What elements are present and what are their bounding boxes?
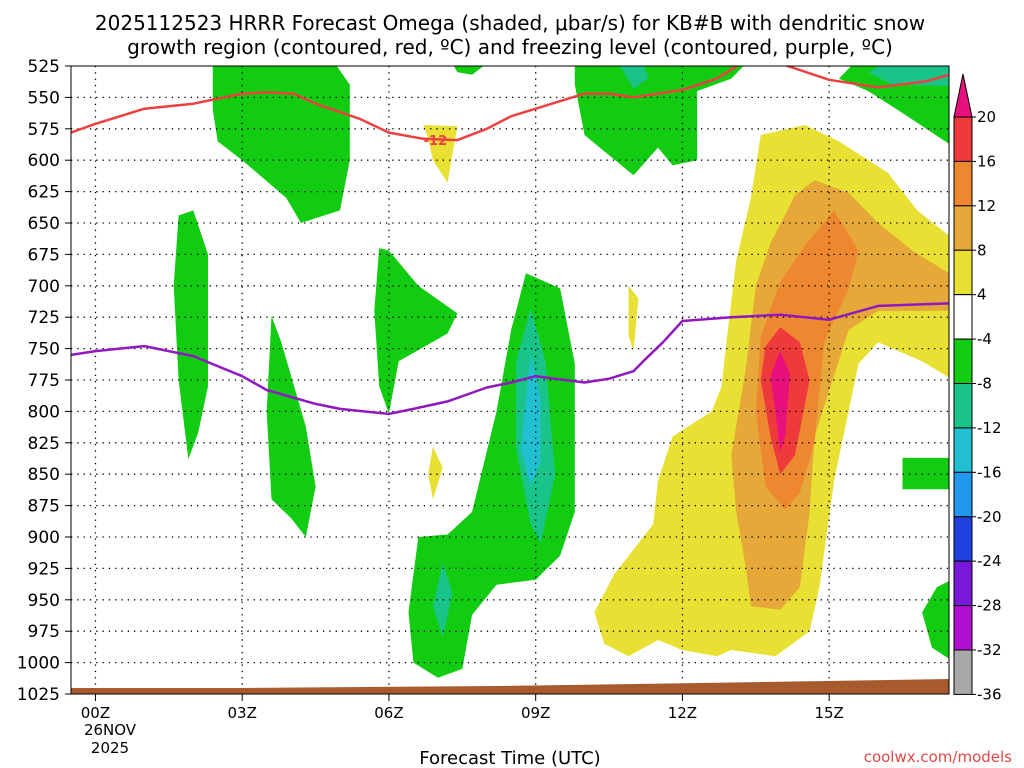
colorbar-bin	[953, 160, 973, 207]
y-tick-label: 875	[28, 497, 60, 517]
omega-region-14	[922, 581, 949, 659]
x-tick-label: 09Z	[521, 704, 550, 722]
y-tick-label: 600	[28, 151, 60, 171]
colorbar-tick-label: 20	[977, 108, 996, 126]
colorbar-bin	[953, 73, 973, 118]
y-axis: 525 550 575 600 625 650 675 700 725 750 775 800 825 8…	[17, 57, 71, 705]
chart-title-line1: 2025112523 HRRR Forecast Omega (shaded, …	[95, 11, 925, 35]
colorbar-bin	[953, 116, 973, 162]
x-tick-label: 15Z	[814, 704, 843, 722]
y-tick-label: 1025	[17, 685, 60, 705]
dgz-contour-line-0	[71, 66, 740, 142]
y-tick-label: 650	[28, 214, 60, 234]
freezing-level-line	[71, 302, 949, 416]
x-axis: 00Z 03Z 06Z 09Z 12Z 15Z	[81, 694, 844, 722]
colorbar-bin	[953, 471, 973, 518]
y-tick-label: 575	[28, 120, 60, 140]
colorbar-bin	[953, 516, 973, 562]
colorbar-tick-label: -12	[977, 419, 1002, 437]
omega-region-22	[770, 351, 790, 452]
omega-region-7	[266, 315, 316, 537]
omega-region-6	[173, 210, 208, 460]
y-tick-label: 525	[28, 57, 60, 77]
y-tick-label: 825	[28, 434, 60, 454]
colorbar-tick-label: -36	[977, 685, 1002, 703]
y-tick-label: 900	[28, 528, 60, 548]
x-date-line2: 2025	[91, 739, 129, 757]
x-tick-label: 06Z	[374, 704, 403, 722]
omega-region-13	[902, 457, 949, 490]
colorbar-bin	[953, 427, 973, 473]
credit-text: coolwx.com/models	[864, 748, 1012, 766]
y-tick-label: 975	[28, 622, 60, 642]
y-tick-label: 1000	[17, 654, 60, 674]
omega-region-17	[428, 446, 443, 500]
colorbar-bin	[953, 383, 973, 429]
x-axis-label: Forecast Time (UTC)	[419, 748, 600, 768]
colorbar-tick-label: -28	[977, 597, 1002, 615]
y-tick-label: 700	[28, 277, 60, 297]
y-tick-label: 850	[28, 465, 60, 485]
colorbar-bin	[953, 294, 973, 340]
colorbar-tick-label: -16	[977, 463, 1002, 481]
colorbar-bin	[953, 605, 973, 651]
colorbar-tick-label: 12	[977, 197, 996, 215]
omega-shading	[173, 66, 949, 678]
chart-title-line2: growth region (contoured, red, ºC) and f…	[127, 35, 893, 59]
colorbar-bin	[953, 649, 973, 695]
omega-region-16	[628, 285, 639, 352]
colorbar-tick-label: 4	[977, 286, 987, 304]
y-tick-label: 625	[28, 183, 60, 203]
y-tick-label: 925	[28, 559, 60, 579]
y-tick-label: 725	[28, 308, 60, 328]
colorbar-tick-label: 16	[977, 152, 996, 170]
plot-area: -12	[71, 66, 949, 694]
omega-region-2	[574, 66, 744, 176]
surface-terrain	[71, 679, 949, 694]
dgz-contour-label: -12	[424, 134, 448, 149]
y-tick-label: 750	[28, 340, 60, 360]
colorbar: 20 16 12 8 4 -4 -8 -12 -16 -20 -24 -28 -32 -36	[953, 73, 1002, 703]
colorbar-bin	[953, 338, 973, 385]
y-tick-label: 950	[28, 591, 60, 611]
omega-region-8	[374, 248, 458, 414]
x-date-line1: 26NOV	[84, 721, 137, 739]
colorbar-tick-label: -32	[977, 641, 1002, 659]
dgz-contour-line-1	[783, 66, 949, 89]
colorbar-tick-label: -4	[977, 330, 992, 348]
x-tick-label: 00Z	[81, 704, 110, 722]
colorbar-bin	[953, 205, 973, 251]
colorbar-tick-label: -8	[977, 375, 992, 393]
x-tick-label: 12Z	[668, 704, 697, 722]
y-tick-label: 775	[28, 371, 60, 391]
omega-region-1	[453, 66, 484, 75]
colorbar-tick-label: -20	[977, 508, 1002, 526]
colorbar-bin	[953, 249, 973, 296]
contour-lines: -12	[71, 66, 949, 416]
y-tick-label: 550	[28, 88, 60, 108]
omega-region-0	[212, 66, 350, 223]
colorbar-tick-label: 8	[977, 241, 987, 259]
x-tick-label: 03Z	[228, 704, 257, 722]
y-tick-label: 800	[28, 402, 60, 422]
omega-region-3	[620, 66, 649, 89]
colorbar-tick-label: -24	[977, 552, 1002, 570]
y-tick-label: 675	[28, 245, 60, 265]
colorbar-bin	[953, 560, 973, 607]
